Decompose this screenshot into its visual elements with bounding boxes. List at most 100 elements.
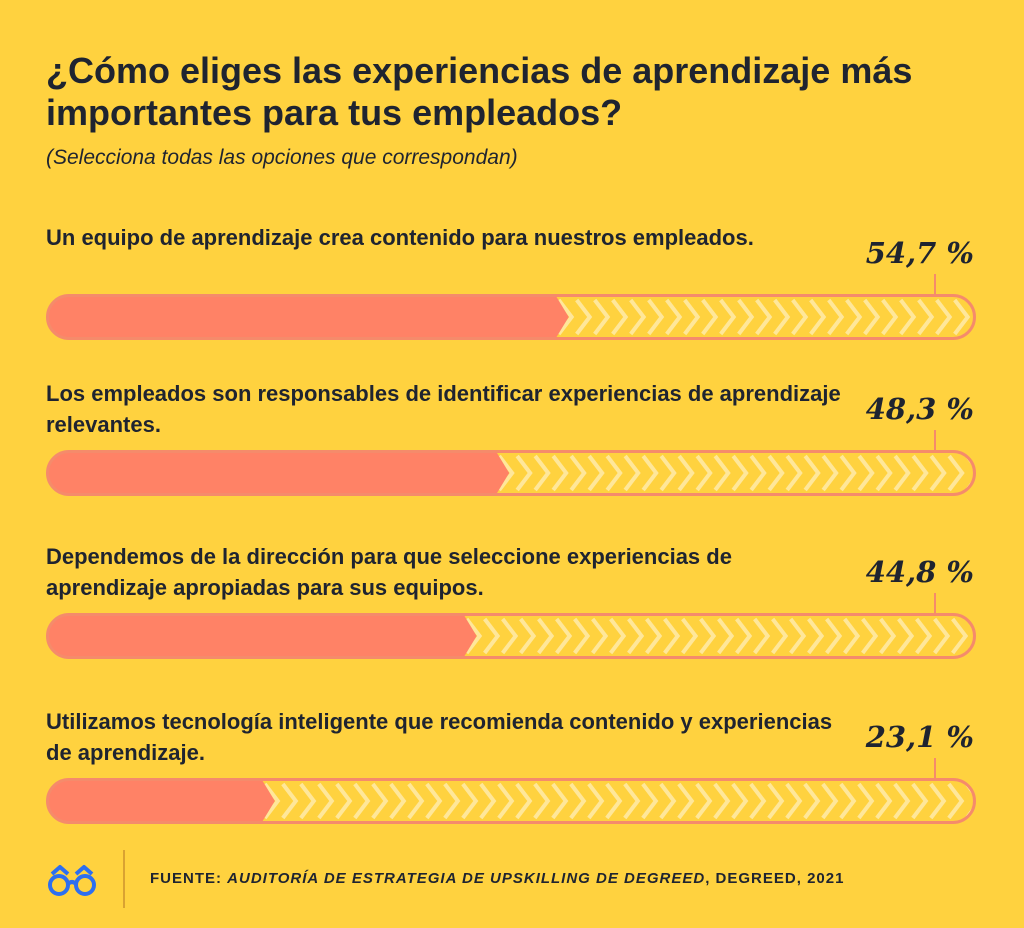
chevron-mark [897,617,915,655]
bar-label: Dependemos de la dirección para que sele… [46,544,732,600]
chevron-mark [875,454,893,492]
source-prefix: FUENTE: [150,870,228,887]
chevron-mark [857,454,875,492]
chevron-mark [839,782,857,820]
chevron-mark [773,298,791,336]
value-tick [934,593,936,615]
chevron-mark [933,617,951,655]
chevron-mark [515,782,533,820]
chevron-mark [317,782,335,820]
chevron-mark [551,454,569,492]
chevron-mark [677,782,695,820]
value-tick [934,430,936,452]
chevron-mark [281,782,299,820]
chevron-mark [263,782,281,820]
chevron-mark [947,454,965,492]
chevron-mark [731,782,749,820]
chevron-mark [681,617,699,655]
chevron-mark [803,454,821,492]
chevron-mark [839,454,857,492]
bar-fill [47,779,275,823]
chevron-mark [611,298,629,336]
value-tick [934,274,936,296]
footer-divider [123,850,125,908]
chevron-mark [389,782,407,820]
bar-border [46,294,976,340]
chevron-mark [861,617,879,655]
chevron-mark [845,298,863,336]
chevron-mark [755,298,773,336]
bar-value-label: 44,8 % [865,555,974,589]
chevron-mark [407,782,425,820]
chevron-mark [569,454,587,492]
bar-track [46,613,976,659]
chevron-mark [771,617,789,655]
chevron-mark [641,782,659,820]
chevron-mark [881,298,899,336]
chevron-mark [929,454,947,492]
chevron-mark [497,782,515,820]
chevron-mark [299,782,317,820]
value-tick [934,758,936,780]
chevron-mark [587,454,605,492]
bar-row: Dependemos de la dirección para que sele… [46,541,976,671]
chevron-mark [863,298,881,336]
bar-value-label: 23,1 % [865,720,974,754]
bar-border [46,450,976,496]
chevron-mark [519,617,537,655]
chevron-mark [953,298,971,336]
chevron-mark [915,617,933,655]
chevron-mark [879,617,897,655]
chevron-mark [605,782,623,820]
source-citation: FUENTE: AUDITORÍA DE ESTRATEGIA DE UPSKI… [150,870,844,887]
chevron-mark [627,617,645,655]
chevron-mark [737,298,755,336]
chevron-mark [645,617,663,655]
chevron-mark [641,454,659,492]
chevron-mark [569,782,587,820]
chevron-mark [951,617,969,655]
chevron-mark [929,782,947,820]
chevron-mark [843,617,861,655]
bar-label: Los empleados son responsables de identi… [46,381,841,437]
chevron-mark [749,454,767,492]
chevron-mark [807,617,825,655]
chevron-mark [731,454,749,492]
chevron-mark [335,782,353,820]
chevron-mark [591,617,609,655]
chevron-mark [587,782,605,820]
chevron-mark [857,782,875,820]
bar-fill [47,614,477,658]
chevron-mark [713,782,731,820]
bar-fill [47,451,510,495]
chart-subtitle: (Selecciona todas las opciones que corre… [46,146,518,169]
chevron-mark [683,298,701,336]
chevron-mark [665,298,683,336]
chevron-mark [461,782,479,820]
chevron-mark [785,782,803,820]
chevron-mark [893,782,911,820]
chevron-mark [551,782,569,820]
chevron-mark [695,782,713,820]
bar-track [46,778,976,824]
chevron-mark [947,782,965,820]
source-suffix: , DEGREED, 2021 [705,870,845,887]
chevron-mark [647,298,665,336]
chevron-mark [573,617,591,655]
chevron-mark [425,782,443,820]
chevron-mark [515,454,533,492]
chevron-mark [719,298,737,336]
bar-row: Un equipo de aprendizaje crea contenido … [46,222,976,352]
chevron-mark [479,782,497,820]
chevron-mark [659,454,677,492]
chevron-mark [749,782,767,820]
chevron-mark [557,298,575,336]
bar-value-label: 54,7 % [865,236,974,270]
chevron-mark [537,617,555,655]
chevron-mark [353,782,371,820]
chevron-mark [699,617,717,655]
chevron-mark [371,782,389,820]
bar-row: Los empleados son responsables de identi… [46,378,976,508]
chart-title: ¿Cómo eliges las experiencias de aprendi… [46,50,913,133]
bar-label: Utilizamos tecnología inteligente que re… [46,709,833,765]
